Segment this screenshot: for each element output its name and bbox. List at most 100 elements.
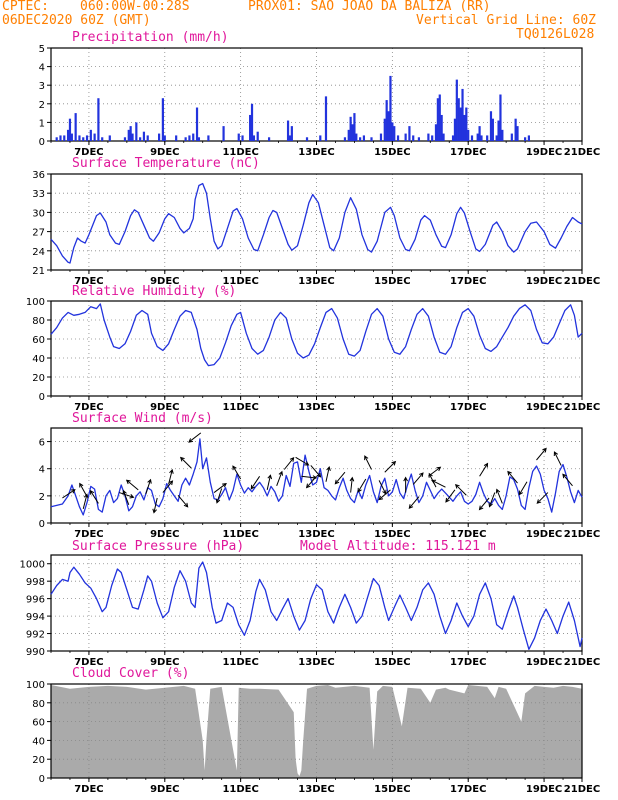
panel-2: Relative Humidity (%) 0 20 40 60 80 100 7DEC 9DE… [26,284,600,413]
precip-bar [343,137,347,141]
y-tick-label: 40 [32,736,45,747]
precip-bar [412,135,415,141]
y-tick-label: 1 [39,118,45,129]
precip-bar [55,137,58,141]
x-tick-label: 13DEC [298,276,334,287]
x-tick-label: 15DEC [374,784,410,795]
precip-bar [497,120,500,141]
x-tick-label: 19DEC [526,784,562,795]
precip-bar [157,133,161,141]
x-tick-label: 17DEC [450,529,486,540]
precip-bar [514,118,517,141]
x-tick-label: 9DEC [150,529,179,540]
x-tick-label: 13DEC [298,657,334,668]
precip-bar [436,98,439,141]
wind-vector [213,482,227,493]
precip-bar [85,135,89,141]
wind-vector [82,493,89,509]
precip-bar [353,113,356,141]
precip-bar [453,118,457,141]
x-tick-label: 21DEC [564,529,600,540]
precip-bar [438,94,441,141]
precip-bar [319,135,322,141]
precip-bar [480,135,483,141]
x-tick-label: 17DEC [450,784,486,795]
x-tick-label: 19DEC [526,147,562,158]
precip-bar [451,135,455,141]
y-tick-label: 2 [39,492,45,503]
x-tick-label: 17DEC [450,657,486,668]
y-tick-label: 20 [32,755,45,766]
precip-bar [391,122,394,141]
x-tick-label: 15DEC [374,276,410,287]
precip-bar [146,135,149,141]
precip-bar [465,107,468,141]
wind-vector [250,476,261,490]
precip-bar [252,135,256,141]
precip-bar [305,137,309,141]
wind-vector [215,488,223,504]
precip-bar [516,126,519,141]
precip-bar [207,135,210,141]
header-date: 06DEC2020 60Z (GMT) [2,13,151,28]
precip-bar [527,135,530,141]
precip-bar [267,137,271,141]
wind-vector [518,481,528,496]
y-tick-label: 30 [32,208,45,219]
series-line [50,182,583,264]
y-tick-label: 21 [32,266,45,277]
precip-bar [510,133,513,141]
precip-bar [385,100,388,141]
y-tick-label: 990 [26,647,45,658]
precip-bar [489,111,493,141]
wind-vector [562,473,573,487]
precip-bar [431,135,434,141]
wind-vector [364,455,372,470]
precip-bar [379,133,383,141]
precip-bar [222,126,225,141]
x-tick-label: 19DEC [526,529,562,540]
precip-bar [59,135,62,141]
precip-bar [491,118,494,141]
wind-vector [431,479,446,488]
x-tick-label: 13DEC [298,784,334,795]
panel-5: Cloud Cover (%) 0 20 40 60 80 100 7DEC 9DEC 11DEC… [26,666,600,795]
precip-bar [524,137,527,141]
precip-bar [249,114,252,141]
wind-vector [62,489,76,499]
wind-vector [177,494,189,508]
precip-bar [467,129,470,141]
header-coords: 060:00W-00:28S [80,0,190,14]
wind-vector [403,476,408,493]
wind-vector [349,476,355,493]
precip-bar [129,126,132,141]
y-tick-label: 1000 [20,560,45,571]
precip-bar [195,107,199,141]
precip-bar [463,114,466,141]
precip-bar [139,137,142,141]
series-line [50,303,583,367]
precip-bar [501,129,504,141]
x-tick-label: 11DEC [222,276,258,287]
wind-vector [325,466,331,482]
panel-subtitle: Model Altitude: 115.121 m [300,539,496,554]
precip-bar [417,137,421,141]
precip-bar [63,135,66,141]
wind-vector [283,456,295,470]
y-tick-label: 0 [39,392,45,403]
y-tick-label: 80 [32,699,45,710]
panel-3: Surface Wind (m/s) 0 2 4 6 7DEC 9DEC 11DEC 13DEC… [39,411,601,540]
y-tick-label: 0 [39,137,45,148]
precip-bar [408,126,411,141]
y-tick-label: 996 [26,595,45,606]
wind-vector [179,456,192,469]
wind-vector [357,478,367,493]
wind-vector [408,496,420,509]
y-tick-label: 998 [26,577,45,588]
wind-vector [454,483,467,496]
header-grid-line: Vertical Grid Line: 60Z [416,13,597,28]
x-tick-label: 11DEC [222,657,258,668]
wind-vector [495,488,503,504]
x-tick-label: 19DEC [526,402,562,413]
